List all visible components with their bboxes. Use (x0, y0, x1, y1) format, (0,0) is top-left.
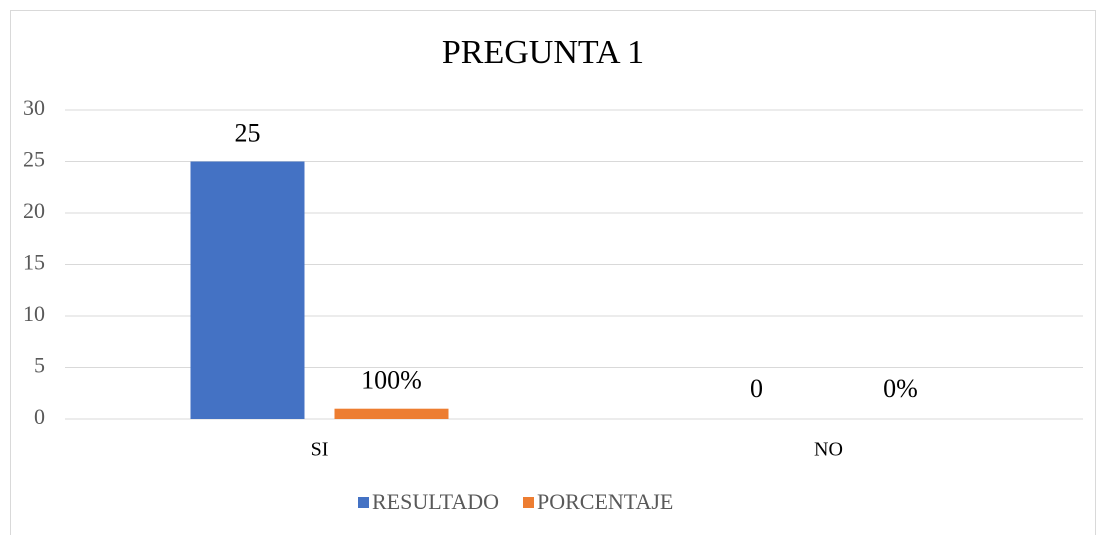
bar (334, 408, 449, 419)
chart-title: PREGUNTA 1 (442, 34, 644, 71)
value-label: 0 (750, 374, 763, 403)
y-tick-label: 15 (23, 250, 45, 275)
legend-swatch (523, 497, 534, 508)
x-tick-label: NO (814, 439, 843, 461)
x-tick-label: SI (311, 439, 329, 461)
legend-label: RESULTADO (372, 489, 499, 514)
y-tick-label: 20 (23, 198, 45, 223)
legend-swatch (358, 497, 369, 508)
legend-label: PORCENTAJE (537, 489, 673, 514)
y-tick-label: 25 (23, 147, 45, 172)
y-tick-label: 10 (23, 301, 45, 326)
chart-frame (10, 10, 1096, 535)
y-tick-label: 30 (23, 95, 45, 120)
bar (190, 161, 305, 419)
value-label: 0% (883, 374, 918, 403)
y-tick-label: 5 (34, 353, 45, 378)
value-label: 100% (361, 366, 422, 395)
value-label: 25 (235, 118, 261, 147)
y-tick-label: 0 (34, 404, 45, 429)
